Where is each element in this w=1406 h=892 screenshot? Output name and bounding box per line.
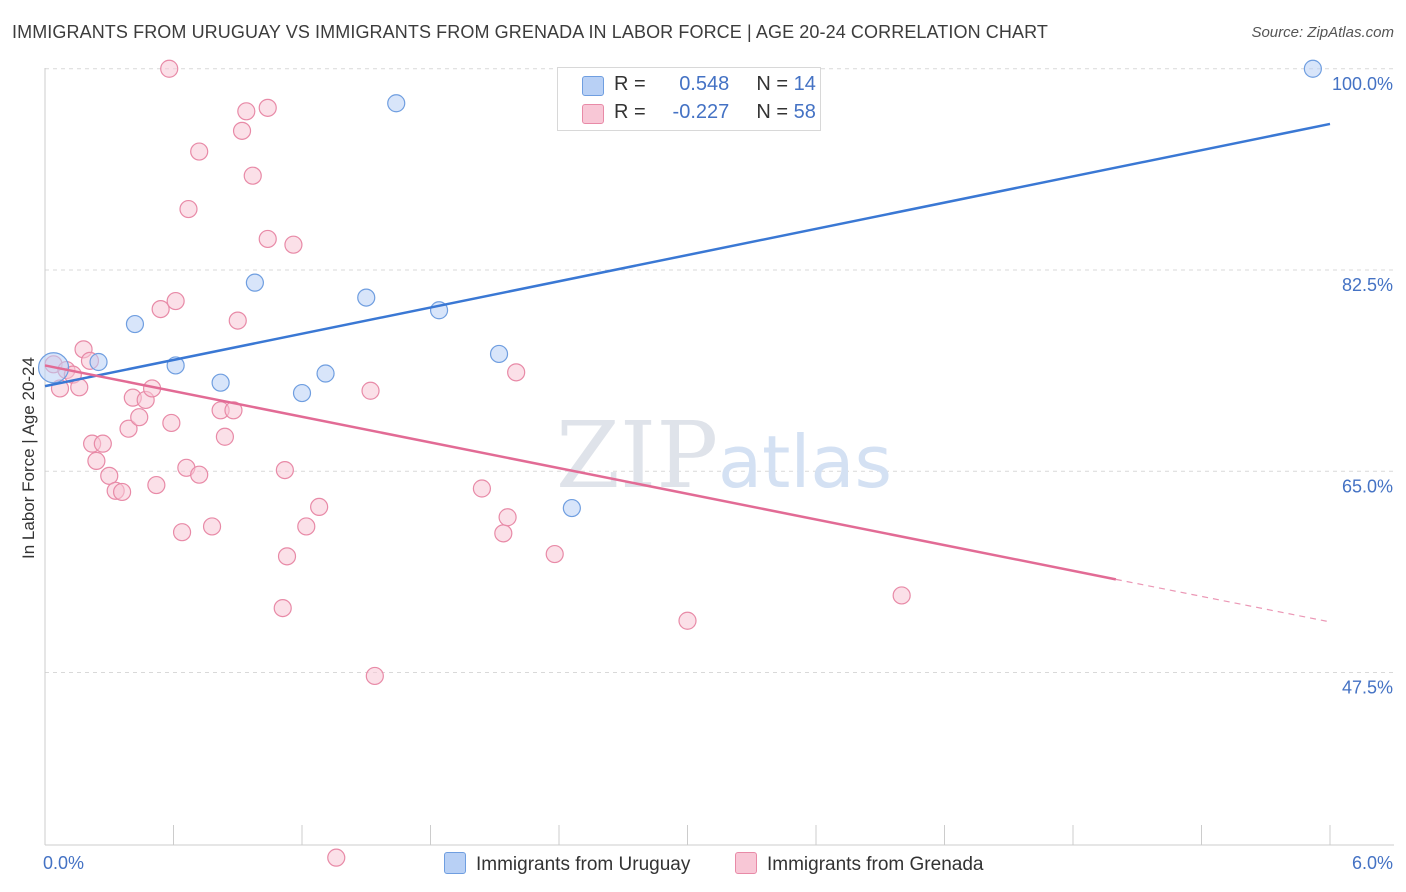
grenada-point xyxy=(243,166,262,185)
grenada-point xyxy=(179,199,198,219)
legend-swatch-uruguay xyxy=(582,76,604,96)
uruguay-trend-line xyxy=(44,122,1331,388)
bottom-legend-uruguay: Immigrants from Uruguay xyxy=(444,852,690,876)
chart-source: Source: ZipAtlas.com xyxy=(1251,24,1394,41)
x-tick-label: 6.0% xyxy=(1352,853,1393,873)
legend-n-value-uruguay: 14 xyxy=(793,73,816,95)
y-tick-label: 65.0% xyxy=(1342,476,1393,496)
bottom-legend-swatch-grenada xyxy=(735,852,757,874)
grenada-point xyxy=(160,59,179,78)
trend-lines xyxy=(44,122,1331,623)
grenada-point xyxy=(215,427,234,446)
grenada-point xyxy=(162,413,181,433)
legend-n-value-grenada: 58 xyxy=(793,101,816,123)
tick-labels: 47.5% 65.0% 82.5% 100.0% 0.0% 6.0% xyxy=(43,74,1393,873)
grenada-trend-extension xyxy=(1115,578,1331,623)
grenada-point xyxy=(112,482,132,502)
grenada-point xyxy=(498,508,517,527)
bottom-legend-label-grenada: Immigrants from Grenada xyxy=(767,854,984,875)
legend-r-value-uruguay: 0.548 xyxy=(679,73,730,95)
grenada-point xyxy=(258,229,277,249)
grenada-point xyxy=(119,419,138,438)
y-tick-label: 100.0% xyxy=(1332,74,1393,94)
series-grenada-points xyxy=(44,59,911,867)
x-tick-label: 0.0% xyxy=(43,853,84,873)
grenada-point xyxy=(892,586,911,605)
bottom-legend-grenada: Immigrants from Grenada xyxy=(735,852,983,876)
grenada-point xyxy=(327,848,346,867)
legend-r-label: R = xyxy=(614,73,646,95)
watermark: ZIP atlas xyxy=(556,402,892,509)
grenada-point xyxy=(224,401,243,420)
legend-n-label: N = xyxy=(756,101,789,123)
grenada-point xyxy=(297,517,316,536)
legend-swatch-grenada xyxy=(582,104,604,124)
grenada-point xyxy=(166,291,185,311)
watermark-atlas: atlas xyxy=(718,420,892,504)
uruguay-point xyxy=(1303,59,1322,78)
grenada-point xyxy=(202,517,222,536)
grenada-point xyxy=(472,479,491,498)
grenada-point xyxy=(172,523,192,542)
grenada-point xyxy=(232,121,252,140)
uruguay-point xyxy=(89,352,108,372)
y-tick-label: 82.5% xyxy=(1342,275,1393,295)
uruguay-point xyxy=(125,314,145,334)
grenada-point xyxy=(361,381,380,400)
grenada-point xyxy=(190,142,209,161)
grenada-point xyxy=(310,497,329,516)
grenada-point xyxy=(190,465,209,484)
legend-r-value-grenada: -0.227 xyxy=(672,101,730,123)
bottom-legend-swatch-uruguay xyxy=(444,852,466,874)
grenada-point xyxy=(494,524,513,543)
grenada-trend-line xyxy=(44,364,1117,581)
grenada-point xyxy=(147,475,166,495)
legend-n-label: N = xyxy=(756,73,789,95)
grenada-point xyxy=(545,544,564,564)
uruguay-point xyxy=(211,373,230,392)
chart-title: IMMIGRANTS FROM URUGUAY VS IMMIGRANTS FR… xyxy=(12,22,1048,42)
y-tick-label: 47.5% xyxy=(1342,678,1393,698)
uruguay-point xyxy=(292,383,312,403)
grenada-point xyxy=(228,311,247,330)
uruguay-point xyxy=(316,364,335,383)
grenada-point xyxy=(93,434,112,453)
grid-lines xyxy=(45,68,1394,673)
uruguay-point xyxy=(387,94,406,113)
grenada-point xyxy=(258,98,277,117)
grenada-point xyxy=(678,611,697,630)
uruguay-point xyxy=(245,273,264,292)
watermark-zip: ZIP xyxy=(556,402,718,509)
uruguay-point xyxy=(562,498,581,518)
grenada-point xyxy=(130,408,149,427)
correlation-legend: R = 0.548 N = 14 R = -0.227 N = 58 xyxy=(557,67,821,131)
grenada-point xyxy=(507,363,526,382)
series-uruguay-points xyxy=(37,59,1322,518)
grenada-point xyxy=(273,598,292,618)
grenada-point xyxy=(277,547,297,566)
legend-r-label: R = xyxy=(614,101,646,123)
grenada-point xyxy=(284,235,303,254)
bottom-legend-label-uruguay: Immigrants from Uruguay xyxy=(476,854,691,875)
uruguay-point xyxy=(357,288,376,307)
grenada-point xyxy=(275,461,294,480)
axes xyxy=(44,68,1394,846)
uruguay-point xyxy=(489,344,509,364)
grenada-point xyxy=(365,666,384,686)
grenada-point xyxy=(237,102,256,121)
grenada-point xyxy=(87,451,106,470)
grenada-point xyxy=(100,466,119,485)
grenada-point xyxy=(151,300,170,319)
y-axis-label: In Labor Force | Age 20-24 xyxy=(19,357,38,559)
